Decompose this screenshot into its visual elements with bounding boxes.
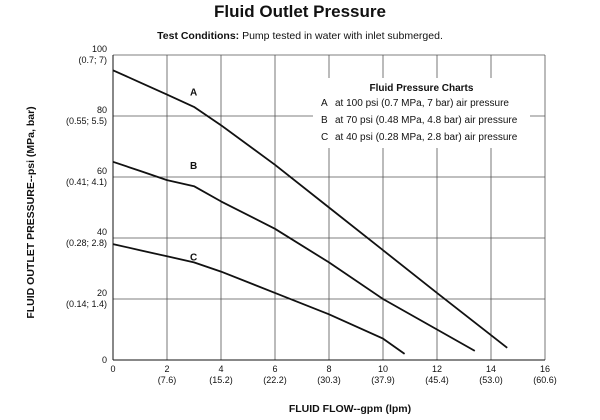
- legend-text-c: at 40 psi (0.28 MPa, 2.8 bar) air pressu…: [335, 132, 518, 143]
- test-conditions: Test Conditions: Pump tested in water wi…: [0, 30, 600, 42]
- y-tick-sublabel: (0.28; 2.8): [66, 238, 107, 248]
- test-conditions-text: Pump tested in water with inlet submerge…: [242, 30, 443, 42]
- y-tick-sublabel: (0.55; 5.5): [66, 116, 107, 126]
- series-line-b: [112, 160, 476, 352]
- series-line-a: [112, 69, 508, 349]
- x-tick-sublabel: (53.0): [479, 375, 503, 385]
- x-tick-sublabel: (22.2): [263, 375, 287, 385]
- y-tick-label: 20: [97, 288, 107, 298]
- legend-text-b: at 70 psi (0.48 MPa, 4.8 bar) air pressu…: [335, 115, 518, 126]
- y-tick-sublabel: (0.14; 1.4): [66, 299, 107, 309]
- chart-title: Fluid Outlet Pressure: [214, 2, 386, 21]
- x-tick-label: 16: [540, 364, 550, 374]
- x-tick-label: 10: [378, 364, 388, 374]
- y-tick-label: 60: [97, 166, 107, 176]
- series-label-c: C: [190, 252, 197, 263]
- y-tick-sublabel: (0.41; 4.1): [66, 177, 107, 187]
- y-tick-label: 0: [102, 355, 107, 365]
- y-tick-label: 40: [97, 227, 107, 237]
- x-tick-label: 0: [110, 364, 115, 374]
- x-tick-label: 4: [218, 364, 223, 374]
- legend-key-c: C: [321, 132, 329, 143]
- y-tick-sublabel: (0.7; 7): [78, 55, 107, 65]
- x-tick-label: 8: [326, 364, 331, 374]
- y-tick-label: 100: [92, 44, 107, 54]
- tick-labels: 0 2(7.6) 4(15.2) 6(22.2) 8(30.3) 10(37.9) 12(4…: [66, 44, 557, 385]
- legend-text-a: at 100 psi (0.7 MPa, 7 bar) air pressure: [335, 98, 509, 109]
- legend-key-a: A: [321, 98, 328, 109]
- test-conditions-label: Test Conditions:: [157, 30, 240, 42]
- series-label-a: A: [190, 88, 197, 99]
- x-tick-sublabel: (60.6): [533, 375, 557, 385]
- x-tick-sublabel: (37.9): [371, 375, 395, 385]
- axes: [112, 55, 545, 361]
- legend-title: Fluid Pressure Charts: [369, 83, 474, 94]
- x-tick-label: 2: [164, 364, 169, 374]
- x-tick-sublabel: (45.4): [425, 375, 449, 385]
- x-tick-sublabel: (30.3): [317, 375, 341, 385]
- x-axis-title: FLUID FLOW--gpm (lpm): [289, 403, 411, 415]
- x-tick-sublabel: (7.6): [158, 375, 177, 385]
- y-tick-label: 80: [97, 105, 107, 115]
- series-line-c: [112, 243, 406, 355]
- x-tick-sublabel: (15.2): [209, 375, 233, 385]
- x-tick-label: 6: [272, 364, 277, 374]
- series-label-b: B: [190, 161, 197, 172]
- series-lines: ABC: [112, 69, 508, 355]
- x-tick-label: 14: [486, 364, 496, 374]
- legend-key-b: B: [321, 115, 328, 126]
- x-tick-label: 12: [432, 364, 442, 374]
- y-axis-title: FLUID OUTLET PRESSURE--psi (MPa, bar): [25, 106, 37, 318]
